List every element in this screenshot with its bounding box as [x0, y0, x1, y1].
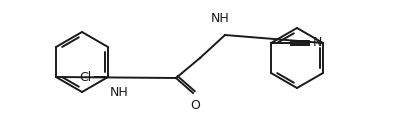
- Text: N: N: [312, 36, 322, 50]
- Text: NH: NH: [210, 12, 229, 25]
- Text: NH: NH: [109, 85, 128, 99]
- Text: O: O: [190, 99, 199, 112]
- Text: Cl: Cl: [79, 71, 92, 84]
